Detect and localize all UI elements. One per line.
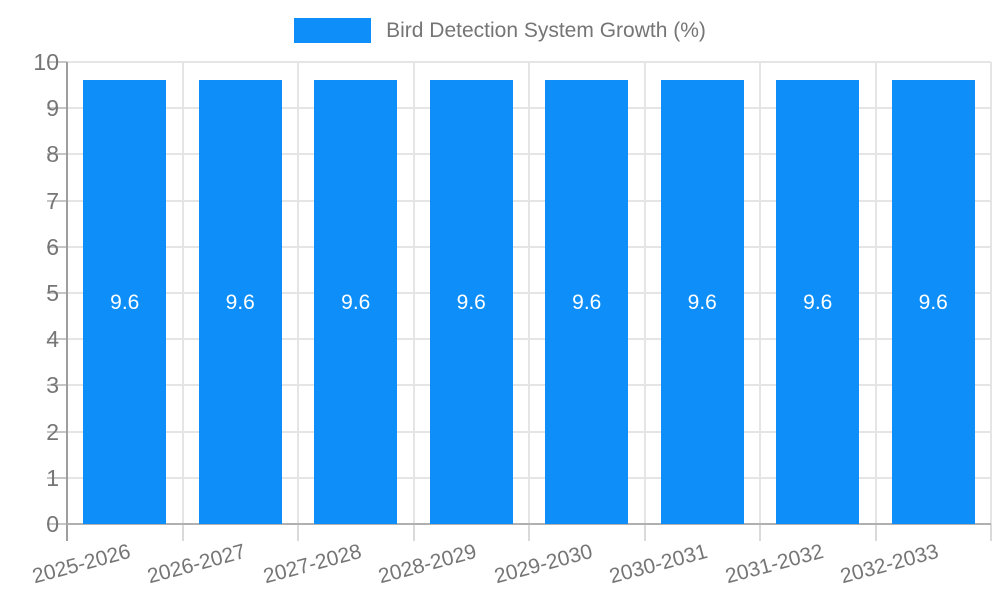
x-axis-tick [181, 524, 184, 541]
y-axis-label: 5 [46, 280, 59, 306]
x-axis-tick [643, 524, 646, 541]
y-axis-tick [47, 245, 67, 248]
bar-2030-2031[interactable]: 9.6 [660, 80, 744, 524]
bar-value-label: 9.6 [918, 290, 948, 314]
y-axis-tick [47, 384, 67, 387]
bar-value-label: 9.6 [803, 290, 833, 314]
y-axis-tick [47, 430, 67, 433]
bar-2031-2032[interactable]: 9.6 [776, 80, 860, 524]
bar-2025-2026[interactable]: 9.6 [83, 80, 167, 524]
chart-legend: Bird Detection System Growth (%) [0, 18, 1000, 43]
bar-value-label: 9.6 [572, 290, 602, 314]
gridline-vertical [643, 62, 646, 524]
gridline-vertical [990, 62, 992, 524]
x-axis-tick [528, 524, 530, 541]
bar-value-label: 9.6 [110, 290, 140, 314]
y-axis-tick [47, 338, 67, 341]
gridline-vertical [297, 62, 299, 524]
y-axis-tick [47, 153, 67, 156]
y-axis-label: 2 [46, 418, 59, 445]
y-axis-label: 7 [46, 187, 59, 214]
y-axis-line [66, 62, 68, 541]
gridline-vertical [412, 62, 415, 524]
y-axis-label: 10 [33, 49, 59, 75]
x-axis-tick [874, 524, 877, 541]
legend-swatch-icon[interactable] [294, 18, 372, 43]
y-axis-label: 4 [46, 326, 59, 353]
y-axis-label: 3 [46, 372, 59, 399]
y-axis-tick [47, 199, 67, 202]
bar-2026-2027[interactable]: 9.6 [198, 80, 282, 524]
bar-2029-2030[interactable]: 9.6 [545, 80, 629, 524]
bar-value-label: 9.6 [456, 290, 486, 314]
y-axis-label: 8 [46, 141, 59, 168]
gridline-vertical [528, 62, 530, 524]
gridline-vertical [874, 62, 877, 524]
gridline-vertical [759, 62, 761, 524]
x-axis-tick [297, 524, 299, 541]
y-axis-tick [47, 523, 67, 525]
y-axis-label: 9 [46, 95, 59, 122]
bar-value-label: 9.6 [341, 290, 371, 314]
y-axis-tick [47, 292, 67, 294]
x-axis-line [67, 523, 991, 525]
bar-2028-2029[interactable]: 9.6 [429, 80, 513, 524]
y-axis-tick [47, 107, 67, 110]
y-axis-label: 6 [46, 233, 59, 260]
y-axis-label: 1 [46, 464, 59, 491]
y-axis-label: 0 [46, 511, 59, 537]
gridline-vertical [181, 62, 184, 524]
bar-2032-2033[interactable]: 9.6 [891, 80, 975, 524]
x-axis-tick [990, 524, 992, 541]
bar-value-label: 9.6 [225, 290, 255, 314]
y-axis-tick [47, 476, 67, 479]
bar-value-label: 9.6 [687, 290, 717, 314]
x-axis-tick [759, 524, 761, 541]
legend-label[interactable]: Bird Detection System Growth (%) [386, 18, 706, 42]
y-axis-tick [47, 61, 67, 63]
x-axis-tick [412, 524, 415, 541]
bar-2027-2028[interactable]: 9.6 [314, 80, 398, 524]
